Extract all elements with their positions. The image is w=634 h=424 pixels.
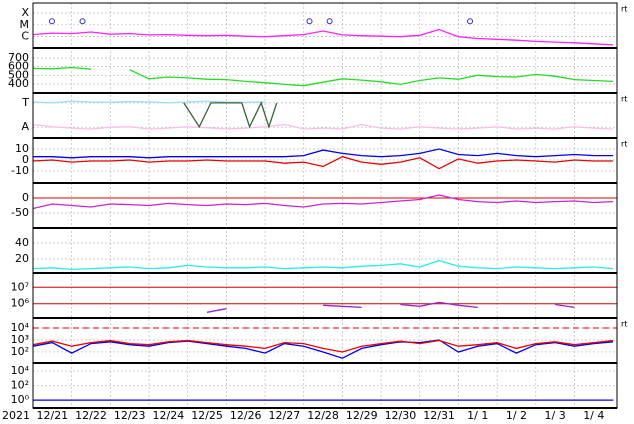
x-tick-label: 12/29 xyxy=(346,409,378,422)
y-tick-label: 10² xyxy=(11,379,29,392)
flare-marker xyxy=(326,18,333,25)
series-line xyxy=(183,101,278,129)
series-line xyxy=(33,101,594,106)
y-tick-label: 10⁶ xyxy=(11,297,30,310)
x-tick-label: 12/24 xyxy=(153,409,185,422)
series-line xyxy=(32,339,614,359)
series-line xyxy=(32,339,614,353)
y-tick-label: 10⁷ xyxy=(11,280,29,293)
x-tick-label: 12/22 xyxy=(75,409,107,422)
flare-marker xyxy=(48,18,55,25)
series-line xyxy=(32,28,614,46)
flare-marker xyxy=(306,18,313,25)
y-tick-label: 10⁴ xyxy=(11,321,30,334)
x-tick-label: 12/31 xyxy=(423,409,455,422)
y-tick-label: 700 xyxy=(8,51,29,64)
x-tick-label: 12/26 xyxy=(230,409,262,422)
y-tick-label: 500 xyxy=(8,68,29,81)
x-tick-label: 1/ 1 xyxy=(467,409,488,422)
flare-marker xyxy=(467,18,474,25)
flare-marker xyxy=(79,18,86,25)
y-tick-label: A xyxy=(21,120,29,133)
y-tick-label: 10⁴ xyxy=(11,364,30,377)
y-tick-label: -10 xyxy=(11,164,29,177)
y-tick-label: T xyxy=(21,96,29,109)
plot-frame xyxy=(32,2,618,409)
corner-label: rt xyxy=(621,5,627,14)
corner-label: rt xyxy=(621,320,627,329)
series-line xyxy=(32,259,614,271)
series-line xyxy=(33,148,614,159)
series-line xyxy=(32,156,614,170)
x-tick-label: 12/28 xyxy=(307,409,339,422)
corner-label: rt xyxy=(621,140,627,149)
y-tick-label: 40 xyxy=(15,236,29,249)
x-tick-label: 12/21 xyxy=(36,409,68,422)
y-tick-label: X xyxy=(21,6,29,19)
y-tick-label: 0 xyxy=(22,191,29,204)
x-tick-label: 12/23 xyxy=(114,409,146,422)
y-tick-label: 10² xyxy=(11,345,29,358)
y-tick-label: 10³ xyxy=(11,333,29,346)
corner-label: rt xyxy=(621,95,627,104)
x-tick-label: 12/30 xyxy=(385,409,417,422)
x-tick-label: 1/ 4 xyxy=(583,409,604,422)
series-line xyxy=(32,66,614,87)
y-tick-label: M xyxy=(20,18,30,31)
x-tick-label: 1/ 3 xyxy=(545,409,566,422)
y-tick-label: 0 xyxy=(22,153,29,166)
y-tick-label: 10 xyxy=(15,142,29,155)
x-tick-label: 1/ 2 xyxy=(506,409,527,422)
y-tick-label: 20 xyxy=(15,252,29,265)
series-line xyxy=(32,123,614,130)
y-tick-label: C xyxy=(21,30,29,43)
y-tick-label: -50 xyxy=(11,206,29,219)
year-label: 2021 xyxy=(2,409,30,422)
x-tick-label: 12/25 xyxy=(191,409,223,422)
series-line xyxy=(32,194,614,210)
y-tick-label: 10⁰ xyxy=(11,393,30,406)
y-tick-label: 400 xyxy=(8,77,29,90)
x-tick-label: 12/27 xyxy=(269,409,301,422)
y-tick-label: 600 xyxy=(8,60,29,73)
